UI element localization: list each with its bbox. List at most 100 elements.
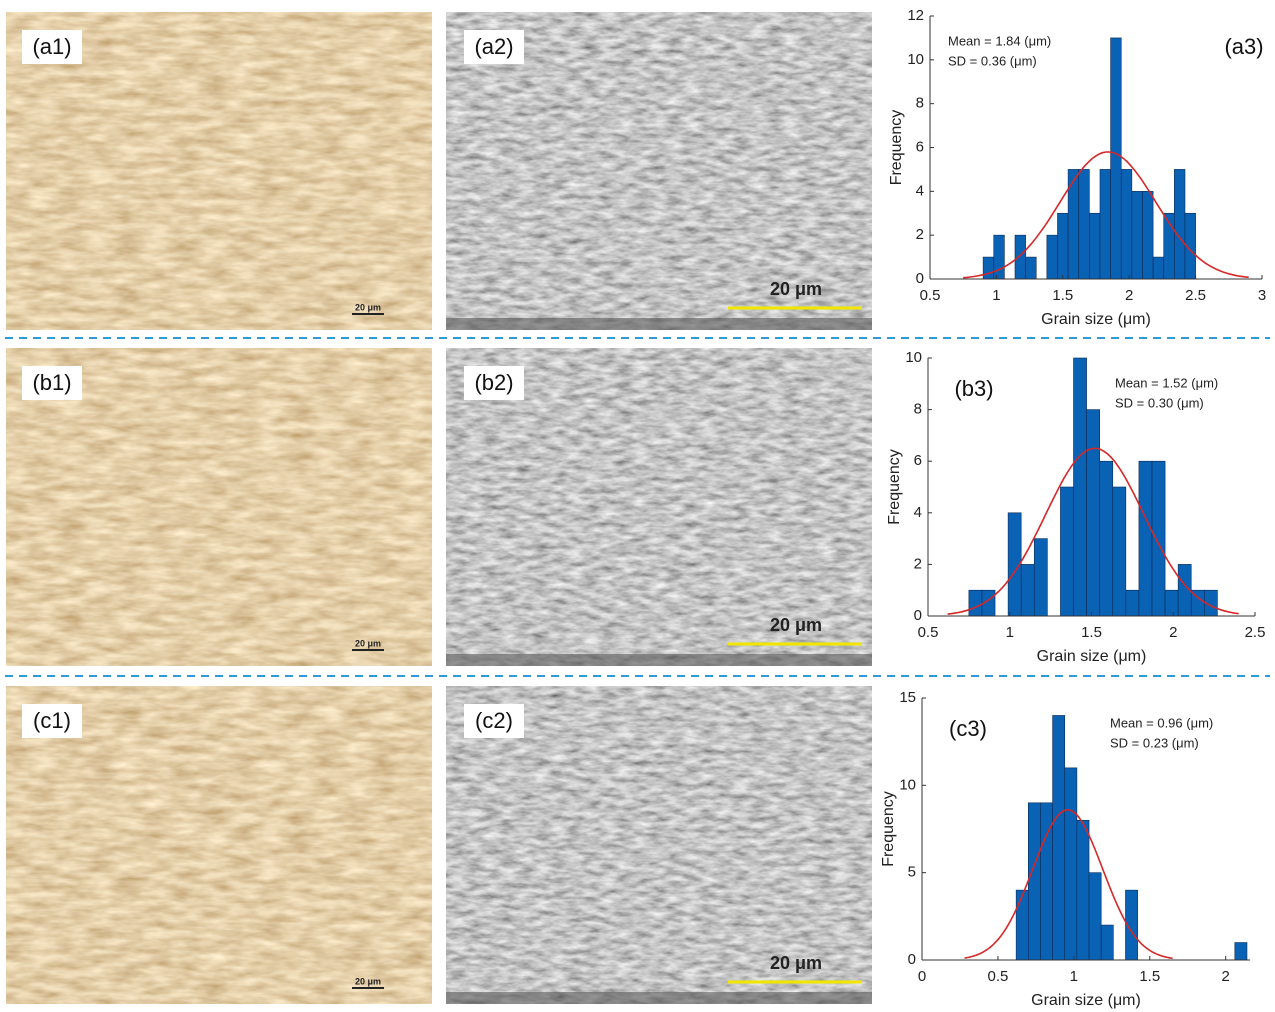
x-tick-label: 2	[1169, 624, 1177, 641]
bar	[1099, 169, 1111, 280]
scale-text: 20 μm	[770, 615, 822, 635]
bar	[1073, 357, 1087, 617]
y-tick-label: 10	[905, 349, 922, 366]
bar	[1046, 234, 1058, 280]
annotation: SD = 0.23 (μm)	[1110, 735, 1199, 750]
bar	[982, 256, 995, 280]
x-tick-label: 2.5	[1185, 287, 1206, 304]
x-tick-label: 1.5	[1081, 624, 1102, 641]
bar	[993, 234, 1005, 280]
info-bar	[446, 992, 872, 1004]
y-axis-label: Frequency	[886, 449, 903, 525]
x-tick-label: 0	[918, 968, 926, 985]
y-tick-label: 6	[916, 138, 924, 155]
sem-micrograph	[446, 686, 872, 1004]
y-axis-label: Frequency	[888, 110, 905, 186]
y-tick-label: 10	[899, 776, 916, 793]
info-bar	[446, 318, 872, 330]
x-tick-label: 3	[1258, 287, 1266, 304]
y-tick-label: 8	[916, 95, 924, 112]
label-box	[464, 704, 524, 738]
bar	[1142, 191, 1154, 280]
panel-label: (a2)	[474, 34, 513, 59]
y-axis-label: Frequency	[880, 791, 897, 867]
x-axis-label: Grain size (μm)	[1041, 311, 1151, 328]
panel-label: (c3)	[949, 716, 987, 741]
annotation: Mean = 1.52 (μm)	[1115, 375, 1218, 390]
x-axis-label: Grain size (μm)	[1031, 992, 1141, 1009]
bar	[1120, 169, 1133, 280]
bar	[1052, 715, 1066, 961]
x-tick-label: 2	[1222, 968, 1230, 985]
bar	[1100, 924, 1114, 961]
annotation: Mean = 0.96 (μm)	[1110, 715, 1213, 730]
bar	[1125, 589, 1140, 617]
bar	[1020, 564, 1035, 617]
bar	[1089, 212, 1101, 280]
x-tick-label: 1.5	[1139, 968, 1160, 985]
annotation: Mean = 1.84 (μm)	[948, 33, 1051, 48]
fit-curve	[964, 808, 1173, 960]
bar	[1057, 212, 1069, 280]
y-tick-label: 4	[914, 504, 922, 521]
x-tick-label: 1.5	[1052, 287, 1073, 304]
optical-micrograph	[6, 348, 432, 666]
x-tick-label: 2	[1125, 287, 1133, 304]
y-tick-label: 8	[914, 401, 922, 418]
scale-text: 20 μm	[770, 953, 822, 973]
panel-label: (b2)	[474, 370, 513, 395]
bar	[1033, 538, 1048, 617]
optical-micrograph	[6, 686, 432, 1004]
x-tick-label: 0.5	[918, 624, 939, 641]
bar	[1151, 460, 1166, 617]
bar	[968, 589, 983, 617]
panel-label: (c1)	[33, 708, 71, 733]
info-bar	[446, 654, 872, 666]
bar	[1078, 169, 1090, 280]
x-axis-label: Grain size (μm)	[1037, 648, 1147, 665]
bar	[1027, 802, 1041, 961]
bar	[1099, 460, 1114, 617]
optical-micrograph	[6, 12, 432, 330]
bar	[1138, 460, 1153, 617]
scale-text: 20 μm	[355, 302, 381, 312]
panel-label: (a1)	[32, 34, 71, 59]
y-tick-label: 12	[907, 7, 924, 24]
label-box	[464, 30, 524, 64]
bar	[1086, 409, 1100, 617]
annotation: SD = 0.30 (μm)	[1115, 395, 1204, 410]
bar	[1110, 37, 1122, 280]
scale-text: 20 μm	[355, 638, 381, 648]
bar	[1060, 486, 1074, 617]
scale-text: 20 μm	[355, 976, 381, 986]
label-box	[22, 366, 82, 400]
y-tick-label: 4	[916, 182, 924, 199]
y-tick-label: 0	[916, 270, 924, 287]
bar	[1076, 819, 1090, 961]
y-tick-label: 6	[914, 452, 922, 469]
bar	[1025, 256, 1037, 280]
bar	[1131, 191, 1143, 280]
y-tick-label: 15	[899, 689, 916, 706]
label-box	[22, 704, 82, 738]
bar	[1088, 872, 1102, 961]
sem-micrograph	[446, 12, 872, 330]
bar	[1174, 169, 1186, 280]
bar	[1015, 889, 1029, 961]
x-tick-label: 1	[992, 287, 1000, 304]
panel-label: (b1)	[32, 370, 71, 395]
y-tick-label: 0	[914, 607, 922, 624]
scale-text: 20 μm	[770, 279, 822, 299]
x-tick-label: 1	[1070, 968, 1078, 985]
bar	[1164, 589, 1179, 617]
annotation: SD = 0.36 (μm)	[948, 53, 1037, 68]
sem-micrograph	[446, 348, 872, 666]
label-box	[464, 366, 524, 400]
label-box	[22, 30, 82, 64]
panel-label: (b3)	[954, 376, 993, 401]
bar	[1234, 942, 1248, 961]
x-tick-label: 0.5	[920, 287, 941, 304]
bar	[1064, 767, 1078, 961]
y-tick-label: 10	[907, 51, 924, 68]
